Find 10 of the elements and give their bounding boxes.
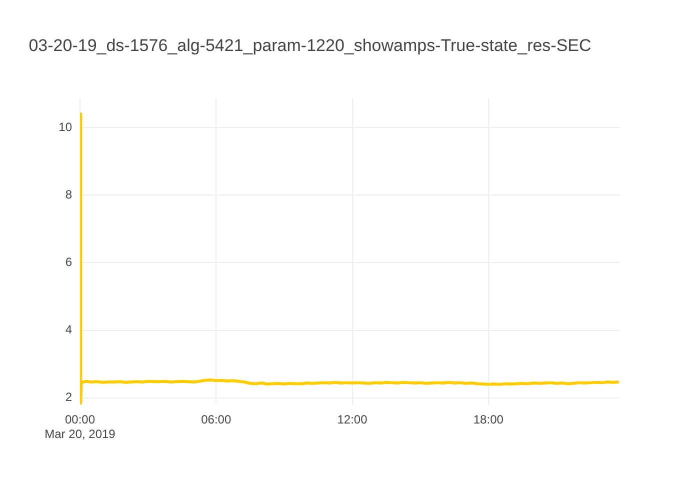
x-tick-label: 00:00 Mar 20, 2019 [44,412,116,441]
x-tick-label: 18:00 [473,412,504,427]
y-tick-label: 6 [65,255,72,269]
chart-title: 03-20-19_ds-1576_alg-5421_param-1220_showamps-True-state_res-SEC [28,36,592,55]
y-tick-label: 4 [65,322,72,337]
y-tick-label: 2 [65,390,72,404]
x-tick-label: 06:00 [201,412,232,427]
y-tick-label: 8 [65,187,72,202]
x-tick-label: 12:00 [337,412,368,427]
y-tick-label: 10 [58,120,72,134]
